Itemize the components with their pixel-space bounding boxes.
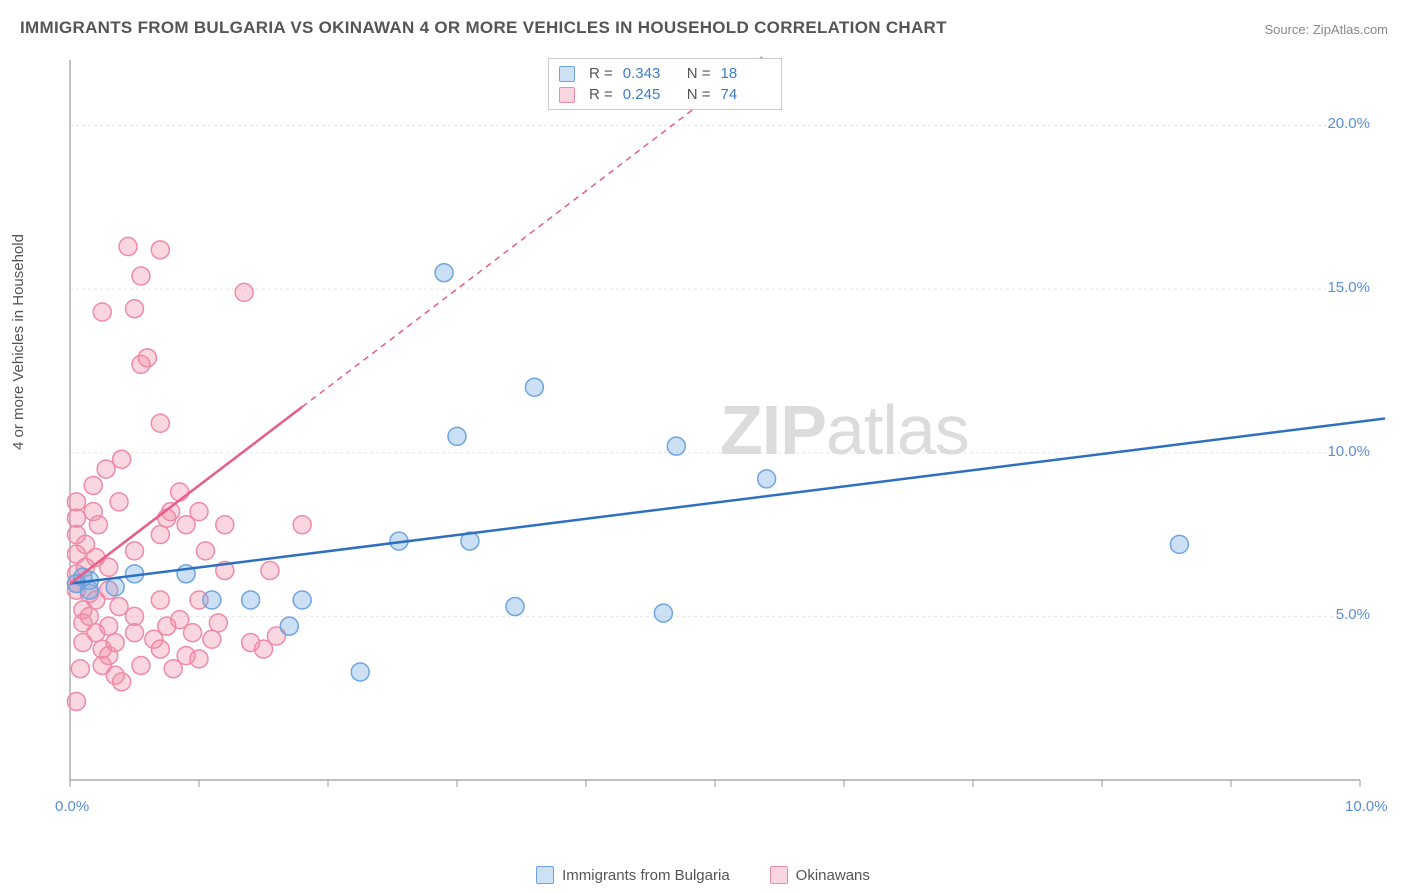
r-value: 0.343 <box>623 65 673 82</box>
legend-item-series-1: Okinawans <box>770 866 870 884</box>
correlation-legend: R = 0.343 N = 18 R = 0.245 N = 74 <box>548 58 782 110</box>
legend-row-series-0: R = 0.343 N = 18 <box>559 63 771 84</box>
n-label: N = <box>687 65 711 82</box>
source-attribution: Source: ZipAtlas.com <box>1264 22 1388 37</box>
x-tick-label: 0.0% <box>55 798 89 815</box>
chart-title: IMMIGRANTS FROM BULGARIA VS OKINAWAN 4 O… <box>20 18 947 38</box>
swatch-series-0 <box>536 866 554 884</box>
swatch-series-1 <box>770 866 788 884</box>
y-axis-label: 4 or more Vehicles in Household <box>10 234 27 450</box>
n-value: 18 <box>721 65 771 82</box>
legend-bottom: Immigrants from Bulgaria Okinawans <box>0 866 1406 884</box>
r-label: R = <box>589 65 613 82</box>
y-tick-label: 10.0% <box>1310 443 1370 460</box>
x-tick-label: 10.0% <box>1345 798 1388 815</box>
swatch-series-1 <box>559 87 575 103</box>
legend-label: Okinawans <box>796 867 870 884</box>
y-tick-label: 15.0% <box>1310 279 1370 296</box>
r-label: R = <box>589 86 613 103</box>
scatter-chart-svg <box>55 55 1385 815</box>
y-tick-label: 20.0% <box>1310 115 1370 132</box>
r-value: 0.245 <box>623 86 673 103</box>
legend-row-series-1: R = 0.245 N = 74 <box>559 84 771 105</box>
n-value: 74 <box>721 86 771 103</box>
swatch-series-0 <box>559 66 575 82</box>
legend-label: Immigrants from Bulgaria <box>562 867 730 884</box>
chart-area: 0.0% 10.0% 5.0% 10.0% 15.0% 20.0% <box>55 55 1385 815</box>
y-tick-label: 5.0% <box>1310 606 1370 623</box>
legend-item-series-0: Immigrants from Bulgaria <box>536 866 730 884</box>
n-label: N = <box>687 86 711 103</box>
